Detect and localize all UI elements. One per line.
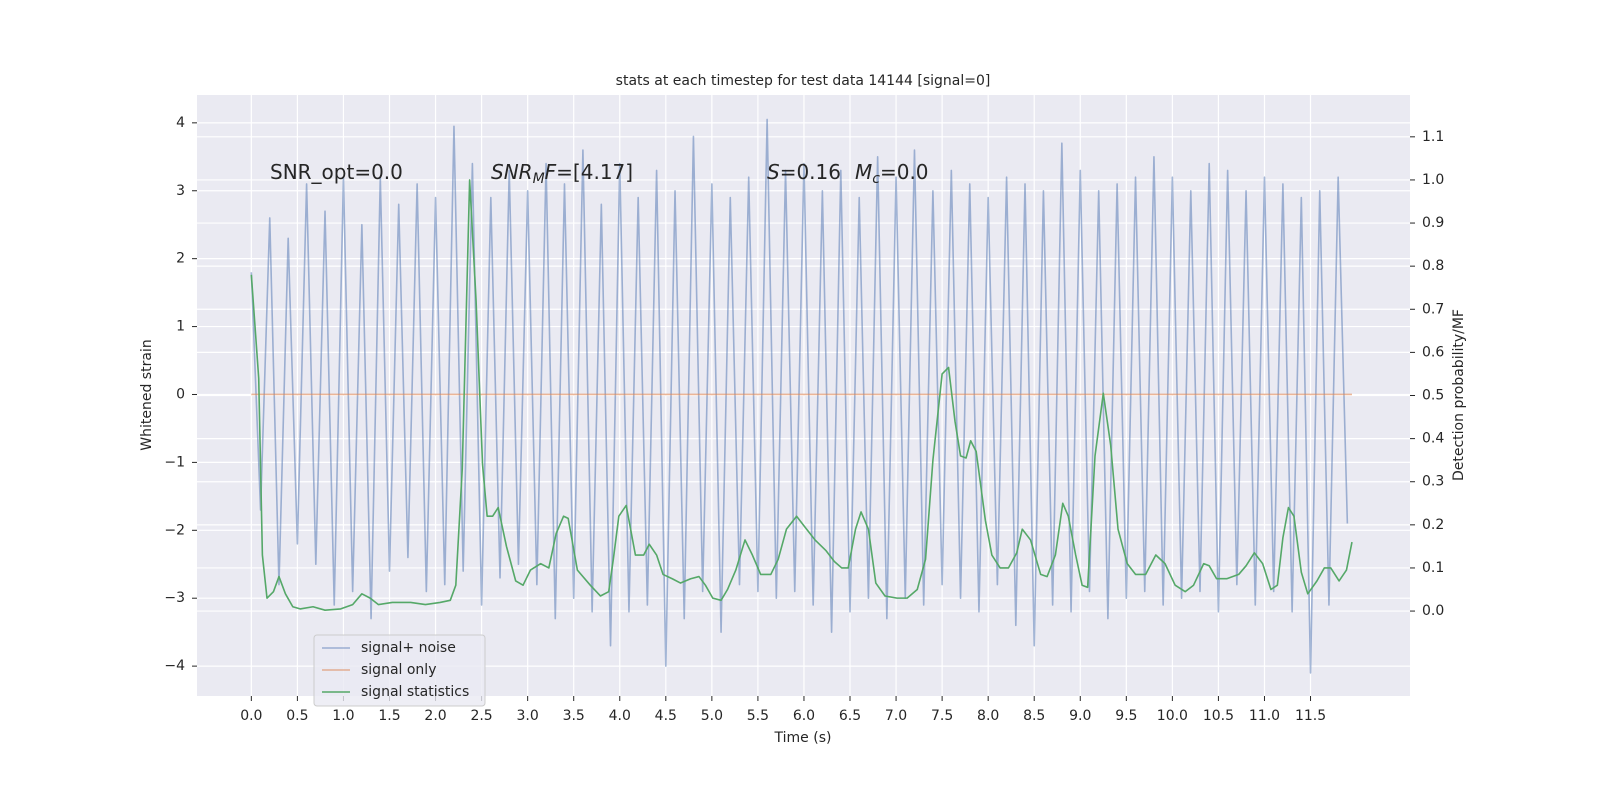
y2-tick-label: 1.0 — [1422, 172, 1444, 188]
x-tick-label: 9.5 — [1115, 708, 1137, 724]
y-tick-label: 4 — [176, 115, 185, 131]
annotation-part: M — [855, 160, 872, 184]
y-tick-label: −3 — [164, 590, 185, 606]
y-tick-label: −2 — [164, 522, 185, 538]
y-tick-label: 1 — [176, 319, 185, 335]
y2-tick-label: 0.3 — [1422, 474, 1444, 490]
y-tick-label: −1 — [164, 454, 185, 470]
annotation-part: M — [533, 171, 545, 187]
y-axis-label: Whitened strain — [139, 339, 155, 450]
x-tick-label: 8.0 — [977, 708, 999, 724]
y2-axis-label: Detection probability/MF — [1451, 309, 1467, 481]
x-tick-label: 3.5 — [563, 708, 585, 724]
x-tick-label: 2.0 — [424, 708, 446, 724]
x-tick-label: 1.0 — [332, 708, 354, 724]
y-tick-label: 0 — [176, 386, 185, 402]
annotation: SNRMF=[4.17] — [491, 160, 633, 188]
x-tick-label: 7.5 — [931, 708, 953, 724]
x-tick-label: 9.0 — [1069, 708, 1091, 724]
x-tick-label: 0.0 — [240, 708, 262, 724]
x-tick-label: 5.5 — [747, 708, 769, 724]
y-tick-label: −4 — [164, 658, 185, 674]
x-tick-label: 11.0 — [1249, 708, 1280, 724]
x-tick-label: 5.0 — [701, 708, 723, 724]
x-tick-label: 11.5 — [1295, 708, 1326, 724]
y2-tick-label: 0.6 — [1422, 344, 1444, 360]
y2-tick-label: 0.8 — [1422, 258, 1444, 274]
chart-title: stats at each timestep for test data 141… — [616, 73, 991, 89]
x-tick-label: 7.0 — [885, 708, 907, 724]
x-tick-label: 0.5 — [286, 708, 308, 724]
x-tick-label: 4.5 — [655, 708, 677, 724]
annotation-part: SNR_opt=0.0 — [270, 160, 403, 184]
legend-label: signal+ noise — [361, 640, 456, 656]
annotation-part: SNR — [491, 160, 533, 184]
series-line — [250, 118, 1349, 674]
annotation-part: S — [767, 160, 780, 184]
y2-tick-label: 1.1 — [1422, 129, 1444, 145]
y2-tick-label: 0.1 — [1422, 560, 1444, 576]
annotation-part: F — [545, 160, 557, 184]
series-line — [250, 179, 1353, 611]
y-tick-label: 3 — [176, 183, 185, 199]
y2-tick-label: 0.0 — [1422, 603, 1444, 619]
y2-tick-label: 0.2 — [1422, 517, 1444, 533]
y2-tick-label: 0.5 — [1422, 388, 1444, 404]
legend-label: signal only — [361, 662, 436, 678]
y2-tick-label: 0.7 — [1422, 301, 1444, 317]
x-tick-label: 1.5 — [378, 708, 400, 724]
x-tick-label: 3.0 — [517, 708, 539, 724]
y-tick-label: 2 — [176, 251, 185, 267]
x-tick-label: 10.5 — [1203, 708, 1234, 724]
y2-tick-label: 0.4 — [1422, 431, 1444, 447]
x-tick-label: 6.5 — [839, 708, 861, 724]
x-tick-label: 4.0 — [609, 708, 631, 724]
annotation-part: =0.16 — [780, 160, 841, 184]
annotation-part: =0.0 — [880, 160, 929, 184]
annotation-part: =[4.17] — [556, 160, 633, 184]
legend-label: signal statistics — [361, 684, 469, 700]
legend-box — [313, 634, 486, 707]
y2-tick-label: 0.9 — [1422, 215, 1444, 231]
annotation: S=0.16 Mc=0.0 — [767, 160, 929, 188]
annotation: SNR_opt=0.0 — [270, 160, 403, 184]
x-tick-label: 8.5 — [1023, 708, 1045, 724]
x-tick-label: 10.0 — [1157, 708, 1188, 724]
x-tick-label: 2.5 — [470, 708, 492, 724]
x-axis-label: Time (s) — [774, 730, 832, 746]
x-tick-label: 6.0 — [793, 708, 815, 724]
annotation-part: c — [872, 171, 880, 187]
